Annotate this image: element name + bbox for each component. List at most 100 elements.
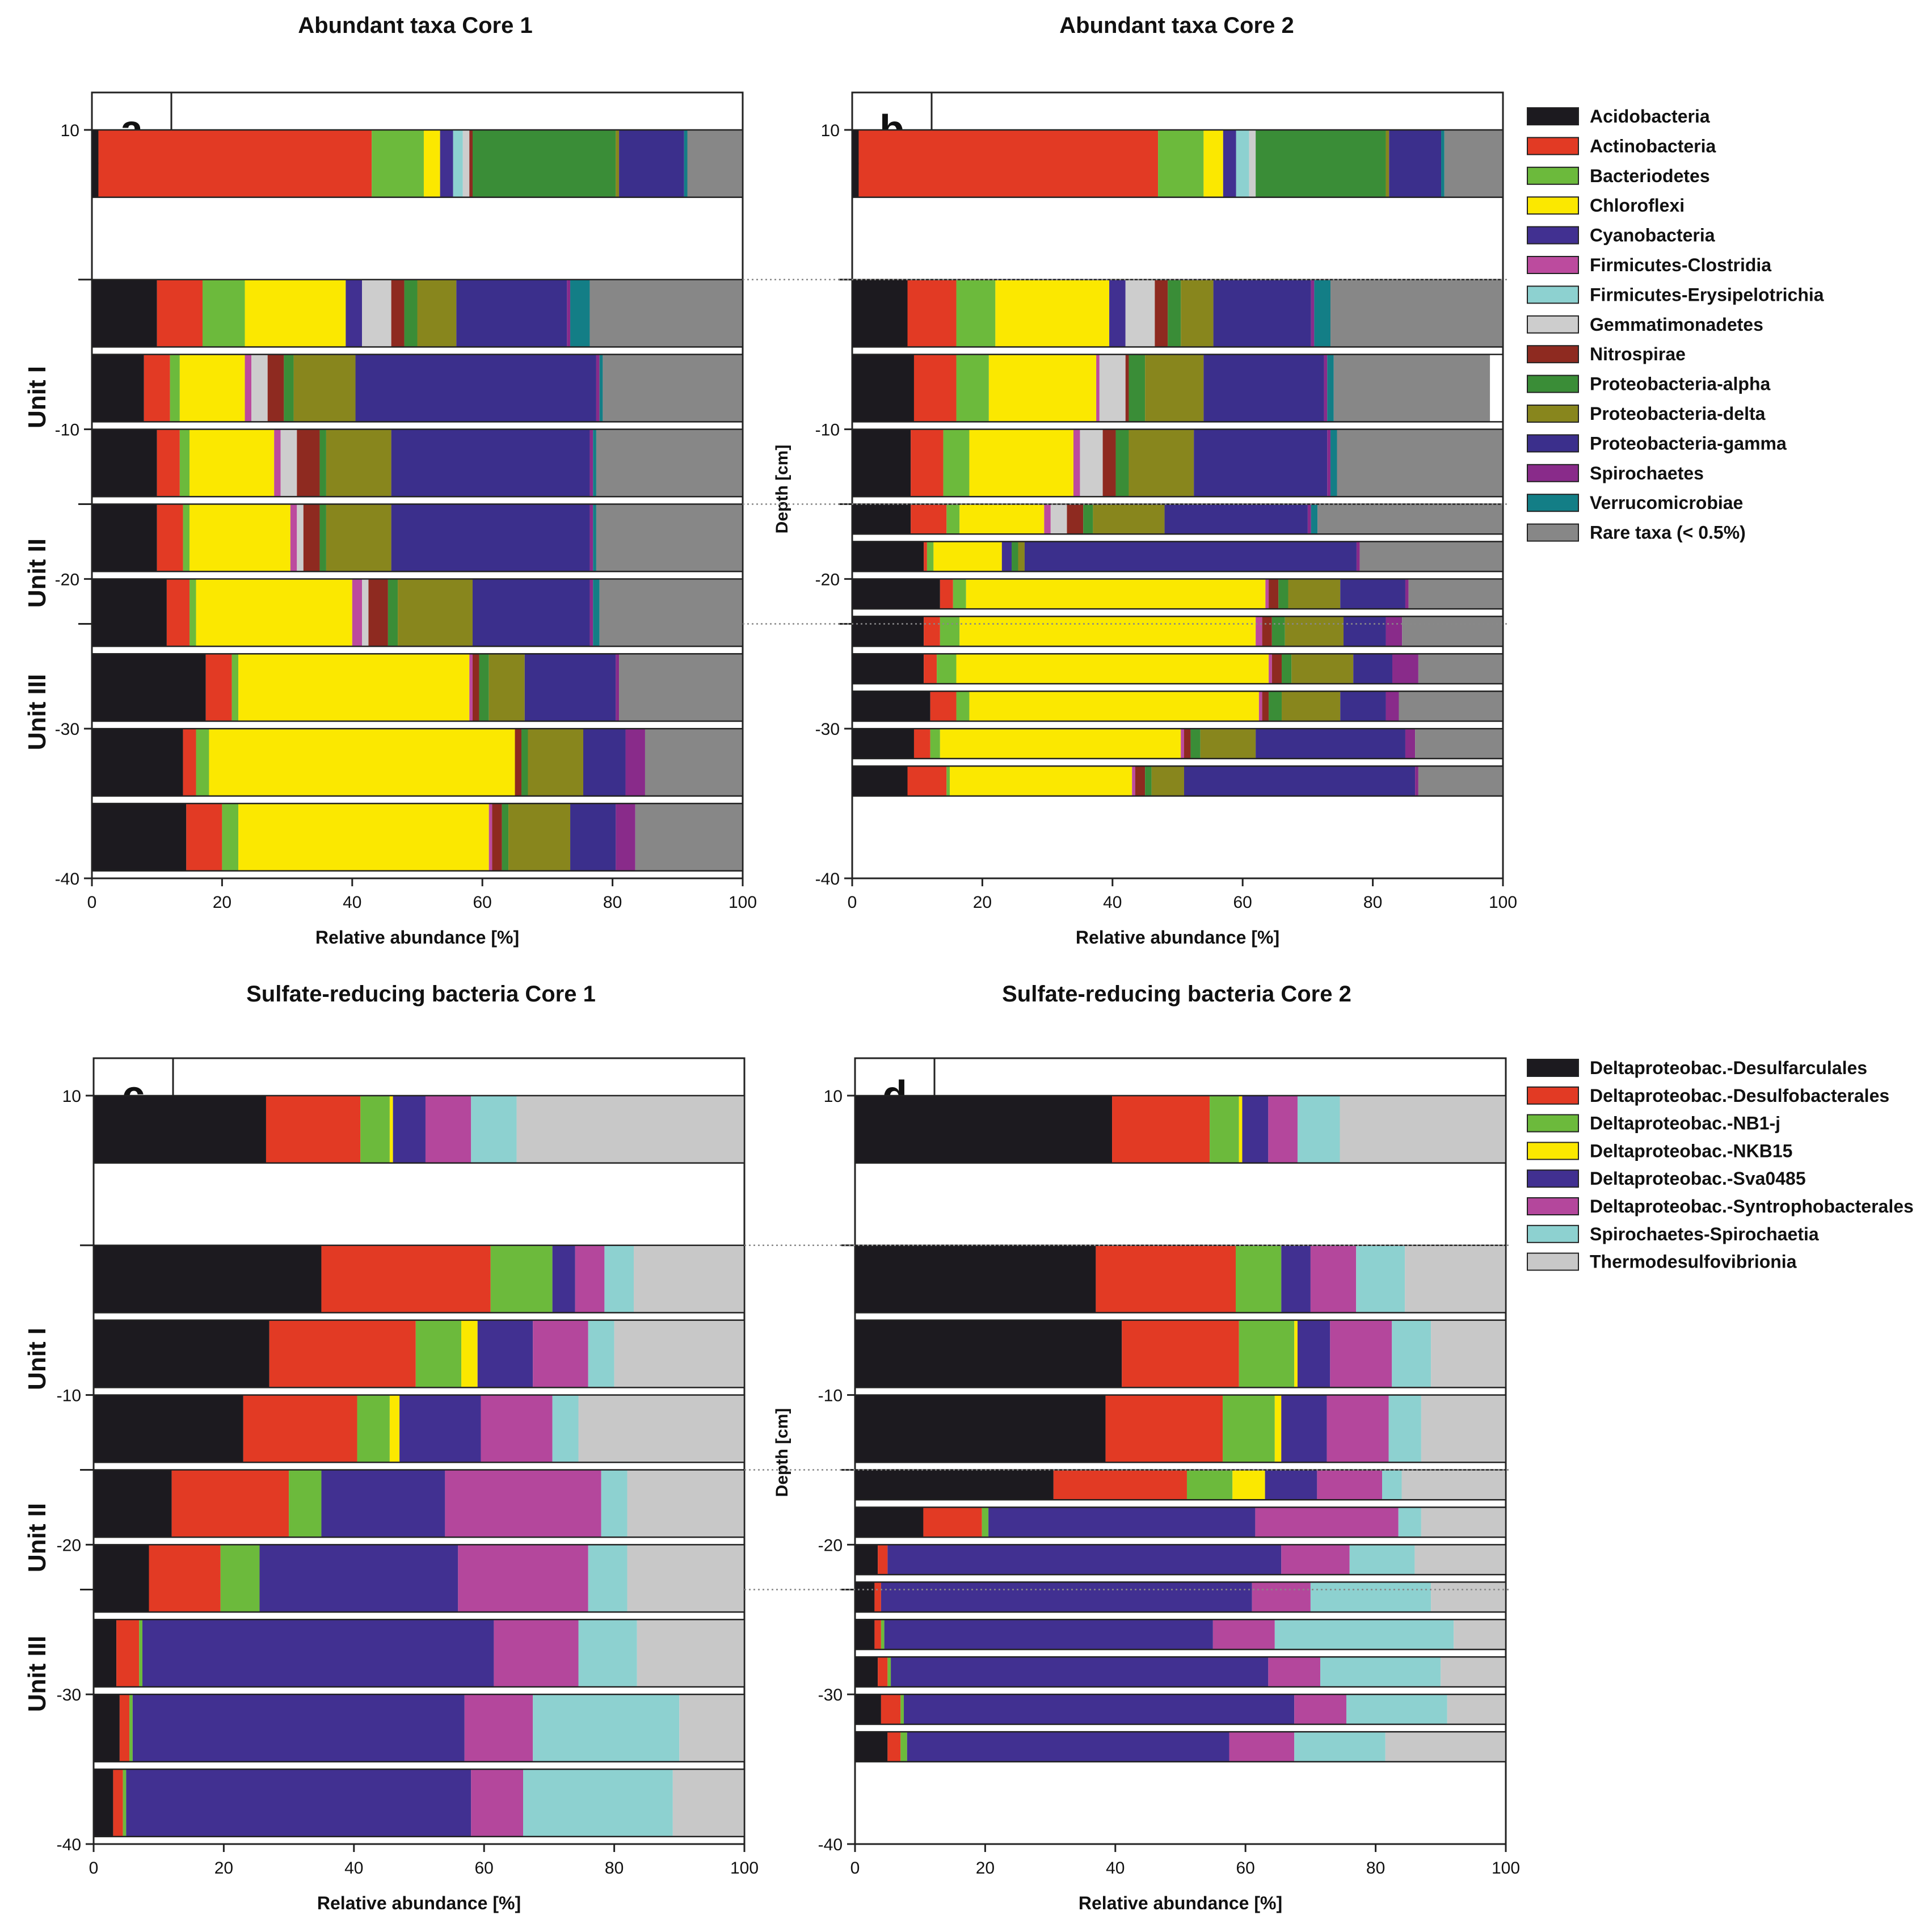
bar-segment-bacteriodetes [953,579,966,609]
x-tick-label: 80 [1363,893,1382,912]
x-tick-label: 40 [344,1859,363,1878]
bar-segment-firmicutes-erysipelotrichia [453,129,463,197]
bar-segment-nitrospirae [1269,579,1279,609]
bar-segment-spirochaetes [625,729,645,796]
legend-label: Verrucomicrobiae [1590,493,1743,513]
bar-segment-deltaproteobac-sva0485 [1281,1245,1311,1313]
bar-segment-nitrospirae [1135,766,1146,796]
bar-segment-deltaproteobac-desulfobacterales [266,1095,361,1163]
bar-segment-deltaproteobac-desulfobacterales [874,1619,881,1650]
bar-segment-deltaproteobac-syntrophobacterales [425,1095,471,1163]
sample-bar-outline [92,1693,746,1763]
bar-segment-deltaproteobac-desulfarculales [94,1395,243,1463]
x-axis-label: Relative abundance [%] [1076,927,1279,948]
bar-segment-rare-taxa-0-5 [596,504,743,572]
bar-segment-firmicutes-clostridia [245,354,252,422]
legend-item-deltaproteobac-nb1-j: Deltaproteobac.-NB1-j [1527,1113,1780,1134]
legend-swatch [1527,1169,1579,1188]
bar-segment-proteobacteria-gamma [570,803,616,871]
bar-segment-acidobacteria [852,354,914,422]
unit-label-1-top: Unit I [23,366,51,428]
sample-bar-10 [854,1693,1507,1725]
legend-label: Deltaproteobac.-Desulfobacterales [1590,1085,1889,1106]
bar-segment-spirochaetes-spirochaetia [578,1619,637,1687]
bar-segment-proteobacteria-delta [417,279,457,347]
bar-segment-thermodesulfovibrionia [1421,1507,1506,1538]
bar-segment-rare-taxa-0-5 [1333,354,1490,422]
x-tick-label: 80 [603,893,622,912]
legend-item-deltaproteobac-desulfobacterales: Deltaproteobac.-Desulfobacterales [1527,1085,1889,1106]
sample-bar-outline [92,1394,746,1463]
legend-swatch [1527,166,1579,185]
bar-segment-proteobacteria-gamma [1256,729,1405,759]
bar-segment-firmicutes-clostridia [1044,504,1051,534]
bar-segment-deltaproteobac-syntrophobacterales [1317,1470,1383,1500]
bar-segment-deltaproteobac-nkb15 [389,1395,400,1463]
bar-segment-deltaproteobac-sva0485 [1242,1095,1269,1163]
bar-segment-rare-taxa-0-5 [1415,729,1503,759]
legend-item-thermodesulfovibrionia: Thermodesulfovibrionia [1527,1252,1797,1272]
y-tick-label: -20 [57,1536,81,1555]
y-tick-label: -30 [55,720,79,739]
bar-segment-chloroflexi [196,579,352,647]
legend-label: Gemmatimonadetes [1590,314,1763,335]
title-panel-c: Sulfate-reducing bacteria Core 1 [246,982,596,1007]
bar-segment-deltaproteobac-nkb15 [1232,1470,1265,1500]
bar-segment-deltaproteobac-syntrophobacterales [533,1320,588,1388]
bar-segment-thermodesulfovibrionia [627,1544,744,1613]
sample-bar-outline [91,802,744,872]
bar-segment-verrucomicrobiae [570,279,590,347]
bar-segment-deltaproteobac-syntrophobacterales [1327,1395,1389,1463]
bar-segment-proteobacteria-alpha [319,504,326,572]
x-tick-label: 20 [976,1859,995,1878]
legend-swatch [1527,285,1579,304]
ylabel-panel-d: Depth [cm] [773,1408,791,1497]
legend-item-cyanobacteria: Cyanobacteria [1527,225,1715,246]
bar-segment-bacteriodetes [937,654,957,684]
bar-segment-rare-taxa-0-5 [1408,579,1503,609]
legend-label: Chloroflexi [1590,195,1685,216]
legend-item-firmicutes-erysipelotrichia: Firmicutes-Erysipelotrichia [1527,284,1824,305]
bar-segment-spirochaetes-spirochaetia [1274,1619,1454,1650]
bar-segment-rare-taxa-0-5 [603,354,743,422]
bar-segment-rare-taxa-0-5 [1317,504,1503,534]
sample-bar-3 [91,428,744,498]
bar-segment-actinobacteria [144,354,170,422]
bar-segment-bacteriodetes [930,729,940,759]
bar-segment-deltaproteobac-desulfarculales [94,1095,266,1163]
bar-segment-proteobacteria-alpha [1190,729,1201,759]
bar-segment-actinobacteria [186,803,222,871]
bar-segment-acidobacteria [92,729,183,796]
bar-segment-deltaproteobac-sva0485 [552,1245,575,1313]
bar-segment-proteobacteria-delta [1200,729,1256,759]
bar-segment-proteobacteria-delta [616,129,620,197]
sample-bar-outline [854,1319,1507,1388]
y-tick-label: 10 [821,121,840,140]
sample-bar-4 [92,1469,746,1538]
bar-segment-cyanobacteria [1223,129,1236,197]
x-tick-label: 0 [87,893,97,912]
legend-label: Bacteriodetes [1590,166,1710,186]
bar-segment-bacteriodetes [202,279,245,347]
sample-bar-1 [91,279,744,348]
x-axis-label: Relative abundance [%] [315,927,519,948]
bar-segment-thermodesulfovibrionia [1431,1582,1506,1613]
sample-bar-6 [851,578,1504,610]
bar-segment-proteobacteria-alpha [284,354,294,422]
sample-bar-4 [91,503,744,573]
sample-bar-outline [851,428,1504,498]
bar-segment-verrucomicrobiae [593,579,600,647]
bar-segment-proteobacteria-alpha [521,729,528,796]
bar-segment-chloroflexi [966,579,1266,609]
bar-segment-acidobacteria [92,504,157,572]
bar-segment-verrucomicrobiae [1314,279,1331,347]
sample-bar-5 [854,1506,1507,1538]
bar-segment-firmicutes-clostridia [1096,354,1100,422]
bar-segment-spirochaetes-spirochaetia [1346,1694,1447,1724]
bar-segment-firmicutes-clostridia [1073,429,1080,497]
legend-item-actinobacteria: Actinobacteria [1527,136,1716,156]
bar-segment-nitrospirae [492,803,502,871]
sample-bar-2 [854,1319,1507,1388]
bar-segment-deltaproteobac-desulfarculales [94,1544,149,1613]
